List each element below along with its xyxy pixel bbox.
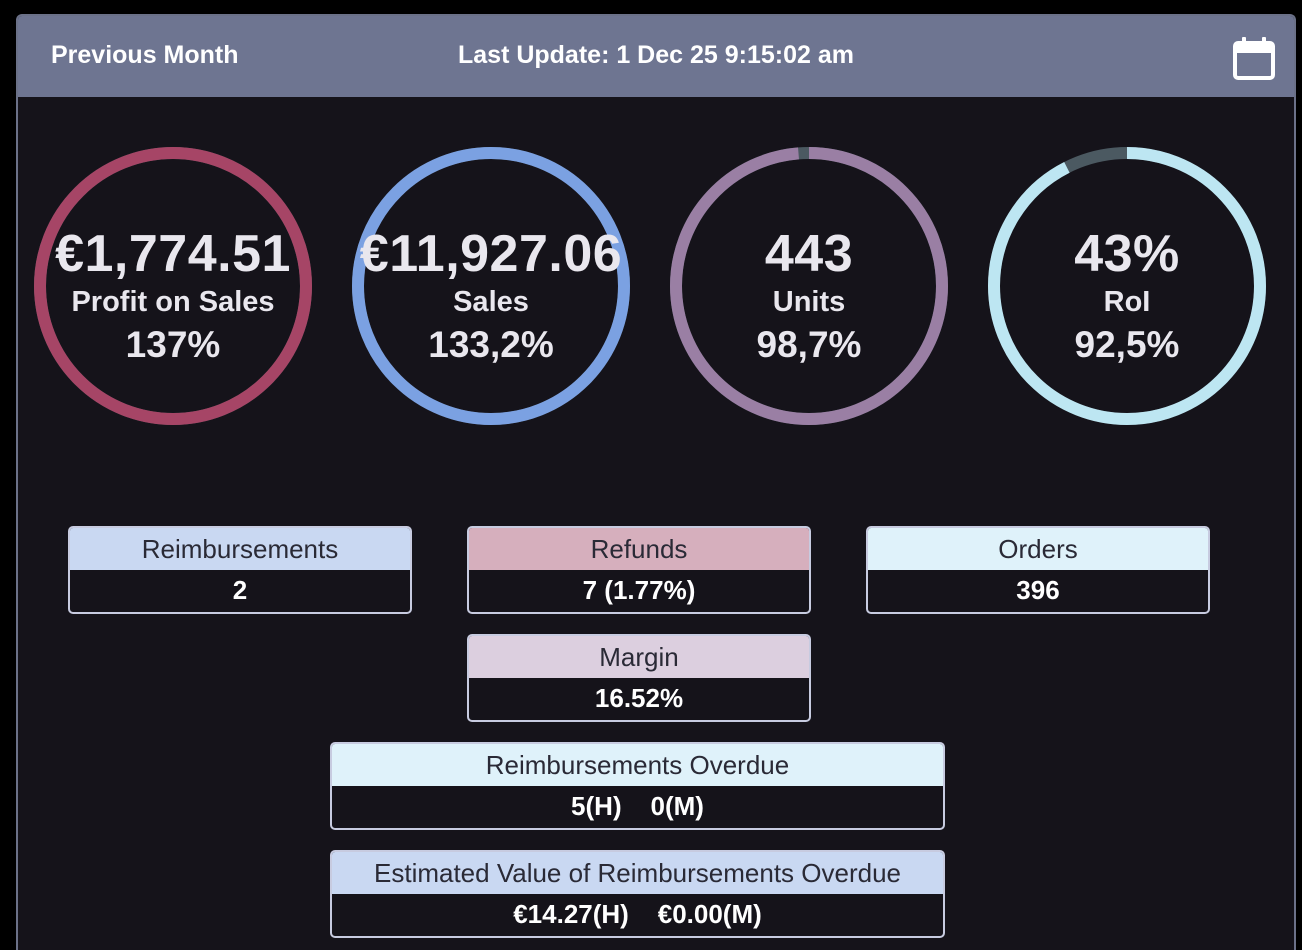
- margin-card: Margin 16.52%: [467, 634, 811, 722]
- gauge-arc: [670, 147, 948, 425]
- gauge-percent: 98,7%: [756, 324, 862, 365]
- gauge-sales: €11,927.06 Sales 133,2%: [351, 146, 631, 426]
- orders-card: Orders 396: [866, 526, 1210, 614]
- dashboard-panel: Previous Month Last Update: 1 Dec 25 9:1…: [16, 14, 1296, 950]
- gauge-roi: 43% RoI 92,5%: [987, 146, 1267, 426]
- gauge-units: 443 Units 98,7%: [669, 146, 949, 426]
- gauge-value: 443: [764, 225, 854, 283]
- gauge-label: Sales: [453, 286, 529, 318]
- reimbursements-card: Reimbursements 2: [68, 526, 412, 614]
- card-value: 16.52%: [594, 683, 684, 713]
- reimbursements-overdue-card: Reimbursements Overdue 5(H) 0(M): [330, 742, 945, 830]
- gauge-label: RoI: [1103, 286, 1151, 318]
- card-value: €14.27(H) €0.00(M): [513, 899, 762, 929]
- gauge-percent: 137%: [125, 324, 221, 365]
- gauge-arc: [988, 147, 1266, 425]
- panel-header: Previous Month Last Update: 1 Dec 25 9:1…: [18, 16, 1294, 97]
- card-value: 5(H) 0(M): [571, 791, 704, 821]
- period-title: Previous Month: [51, 41, 239, 69]
- last-update-text: Last Update: 1 Dec 25 9:15:02 am: [457, 41, 854, 69]
- card-header: Margin: [469, 636, 809, 678]
- gauge-label: Profit on Sales: [71, 286, 275, 318]
- card-value: 7 (1.77%): [582, 575, 696, 605]
- gauge-percent: 133,2%: [428, 324, 554, 365]
- card-header: Reimbursements Overdue: [332, 744, 943, 786]
- card-header: Orders: [868, 528, 1208, 570]
- card-value: 396: [1016, 575, 1060, 605]
- card-header: Refunds: [469, 528, 809, 570]
- estimated-overdue-card: Estimated Value of Reimbursements Overdu…: [330, 850, 945, 938]
- card-header: Reimbursements: [70, 528, 410, 570]
- card-value: 2: [232, 575, 248, 605]
- gauge-label: Units: [772, 286, 846, 318]
- gauge-percent: 92,5%: [1074, 324, 1180, 365]
- gauge-value: €1,774.51: [55, 225, 291, 283]
- gauge-arc: [34, 147, 312, 425]
- gauge-value: 43%: [1074, 225, 1180, 283]
- calendar-icon[interactable]: [1233, 36, 1275, 87]
- gauge-value: €11,927.06: [359, 225, 623, 283]
- gauge-profit: €1,774.51 Profit on Sales 137%: [33, 146, 313, 426]
- card-header: Estimated Value of Reimbursements Overdu…: [332, 852, 943, 894]
- refunds-card: Refunds 7 (1.77%): [467, 526, 811, 614]
- gauge-arc: [352, 147, 630, 425]
